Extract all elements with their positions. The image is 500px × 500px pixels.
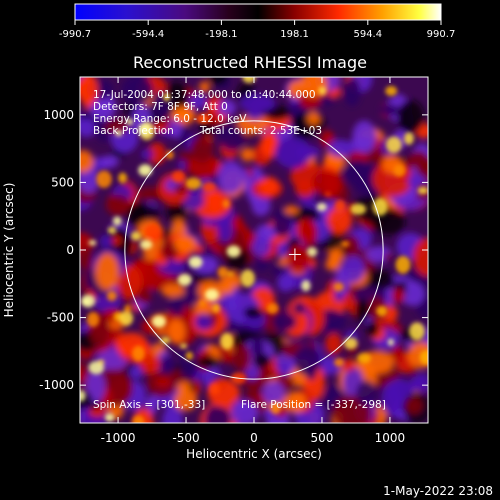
axis-ticks: -1000 -500 0 500 1000 1000 500 0 -500 -1000	[39, 77, 428, 445]
y-axis-label: Heliocentric Y (arcsec)	[2, 183, 16, 318]
x-tick-label: -500	[172, 431, 199, 445]
y-tick-label: 0	[66, 243, 74, 257]
x-tick-label: -1000	[101, 431, 136, 445]
y-tick-label: 500	[51, 175, 74, 189]
emission-map	[80, 77, 428, 423]
annotation-energy: Energy Range: 6.0 - 12.0 keV	[93, 113, 247, 125]
y-tick-label: 1000	[43, 108, 74, 122]
colorbar: -990.7 -594.4 -198.1 198.1 594.4 990.7	[59, 3, 455, 40]
footer-timestamp: 1-May-2022 23:08	[383, 484, 493, 498]
annotation-counts: Total counts: 2.53E+03	[199, 125, 322, 137]
image-panel: -1000 -500 0 500 1000 1000 500 0 -500 -1000	[39, 76, 429, 445]
solar-limb-circle	[124, 120, 384, 380]
annotation-detectors: Detectors: 7F 8F 9F, Att 0	[93, 101, 228, 113]
spin-axis-marker	[288, 248, 301, 261]
x-tick-label: 500	[311, 431, 334, 445]
colorbar-ticks: -990.7 -594.4 -198.1 198.1 594.4 990.7	[59, 20, 455, 40]
colorbar-tick-label: 594.4	[353, 29, 382, 40]
colorbar-tick-label: -594.4	[132, 29, 164, 40]
annotation-spin-axis: Spin Axis = [301,-33]	[93, 399, 205, 411]
y-tick-label: -500	[47, 311, 74, 325]
colorbar-tick-label: 990.7	[427, 29, 456, 40]
annotation-time-range: 17-Jul-2004 01:37:48.000 to 01:40:44.000	[93, 89, 316, 101]
annotation-flare-position: Flare Position = [-337,-298]	[241, 399, 386, 411]
annotation-method: Back Projection	[93, 125, 174, 137]
plot-title: Reconstructed RHESSI Image	[133, 53, 367, 72]
colorbar-tick-label: 198.1	[280, 29, 309, 40]
x-tick-label: 1000	[375, 431, 406, 445]
y-tick-label: -1000	[39, 378, 74, 392]
x-tick-label: 0	[250, 431, 258, 445]
annotation-block: 17-Jul-2004 01:37:48.000 to 01:40:44.000…	[93, 89, 386, 411]
colorbar-gradient	[74, 3, 442, 21]
colorbar-tick-label: -990.7	[59, 29, 91, 40]
colorbar-tick-label: -198.1	[205, 29, 237, 40]
x-axis-label: Heliocentric X (arcsec)	[186, 447, 322, 461]
